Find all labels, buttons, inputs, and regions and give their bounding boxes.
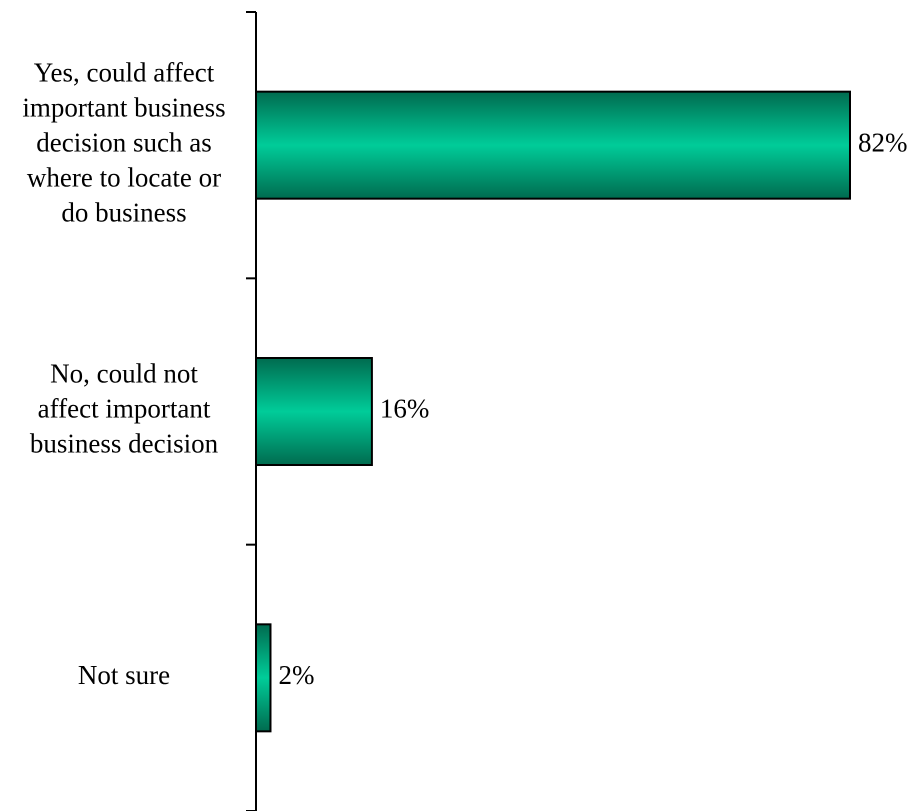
category-label-0: Yes, could affect important business decis… <box>22 57 225 227</box>
bar-2 <box>255 623 272 733</box>
bar-1 <box>255 357 373 466</box>
category-label-line: important business <box>22 92 225 122</box>
category-axis <box>246 11 257 811</box>
bar-0 <box>255 90 851 200</box>
category-label-line: No, could not <box>50 359 198 389</box>
bars <box>255 90 851 733</box>
category-label-line: do business <box>61 197 186 227</box>
category-label-line: Yes, could affect <box>34 57 215 87</box>
category-label-line: decision such as <box>36 127 211 157</box>
data-label-1: 16% <box>380 394 430 424</box>
category-label-line: where to locate or <box>27 162 221 192</box>
category-label-2: Not sure <box>78 660 170 690</box>
category-label-line: business decision <box>30 429 219 459</box>
data-label-2: 2% <box>278 660 314 690</box>
category-label-1: No, could not affect important business de… <box>30 359 219 459</box>
category-label-line: affect important <box>38 394 211 424</box>
labels: 82% Yes, could affect important business de… <box>22 57 907 690</box>
data-label-0: 82% <box>858 127 908 157</box>
category-label-line: Not sure <box>78 660 170 690</box>
